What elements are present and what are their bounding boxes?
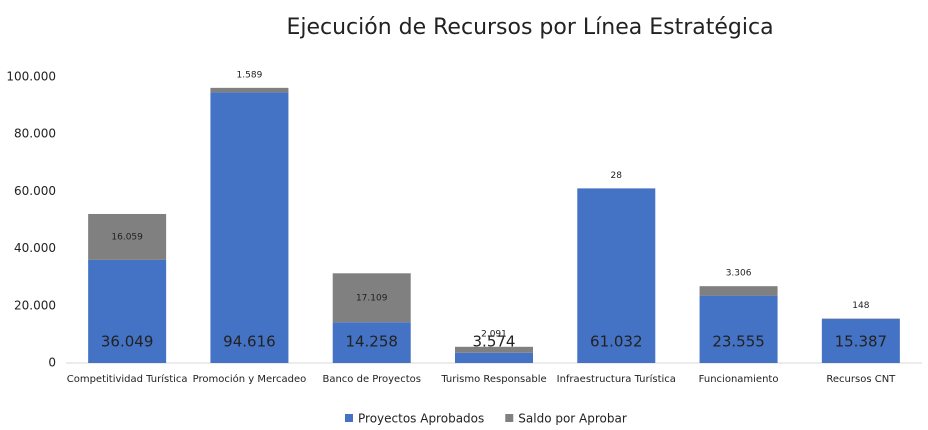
y-tick-label: 60.000 (14, 184, 56, 198)
data-label: 61.032 (590, 333, 643, 351)
legend-label: Saldo por Aprobar (518, 412, 627, 426)
data-label: 2.091 (481, 329, 507, 339)
bar-segment (455, 346, 533, 353)
data-label: 148 (852, 301, 869, 311)
chart-title: Ejecución de Recursos por Línea Estratég… (286, 15, 773, 40)
x-tick-label: Promoción y Mercadeo (193, 373, 307, 385)
legend-swatch (345, 414, 353, 422)
legend-label: Proyectos Aprobados (358, 412, 484, 426)
bar-segment (699, 295, 778, 363)
y-tick-label: 40.000 (14, 241, 56, 255)
y-tick-label: 100.000 (6, 70, 56, 84)
data-label: 17.109 (356, 293, 388, 303)
data-label: 94.616 (223, 333, 276, 351)
bar-segment (332, 322, 411, 363)
data-label: 14.258 (345, 333, 398, 351)
data-label: 28 (611, 171, 623, 181)
x-tick-label: Banco de Proyectos (322, 374, 420, 385)
bar-segment (821, 318, 900, 363)
data-label: 3.306 (726, 269, 752, 279)
bar-segment (332, 273, 411, 323)
bar-segment (88, 213, 167, 260)
x-tick-label: Recursos CNT (826, 374, 896, 385)
bar-segment (210, 87, 289, 93)
y-tick-label: 80.000 (14, 127, 56, 141)
bar-segment (88, 259, 167, 363)
data-label: 1.589 (237, 70, 263, 80)
y-tick-label: 0 (48, 356, 56, 370)
bar-segment (455, 352, 533, 363)
x-tick-label: Turismo Responsable (440, 374, 546, 385)
x-tick-label: Infraestructura Turística (557, 373, 676, 385)
data-label: 15.387 (835, 333, 888, 351)
data-label: 3.574 (473, 333, 516, 351)
bar-segment (699, 286, 778, 296)
bar-segment (577, 188, 656, 363)
bar-segment (210, 92, 289, 363)
data-label: 16.059 (111, 232, 143, 242)
x-tick-label: Competitividad Turística (67, 373, 188, 385)
y-tick-label: 20.000 (14, 298, 56, 312)
data-label: 36.049 (101, 333, 154, 351)
x-tick-label: Funcionamiento (699, 374, 779, 385)
legend-swatch (505, 414, 514, 422)
data-label: 23.555 (712, 333, 765, 351)
